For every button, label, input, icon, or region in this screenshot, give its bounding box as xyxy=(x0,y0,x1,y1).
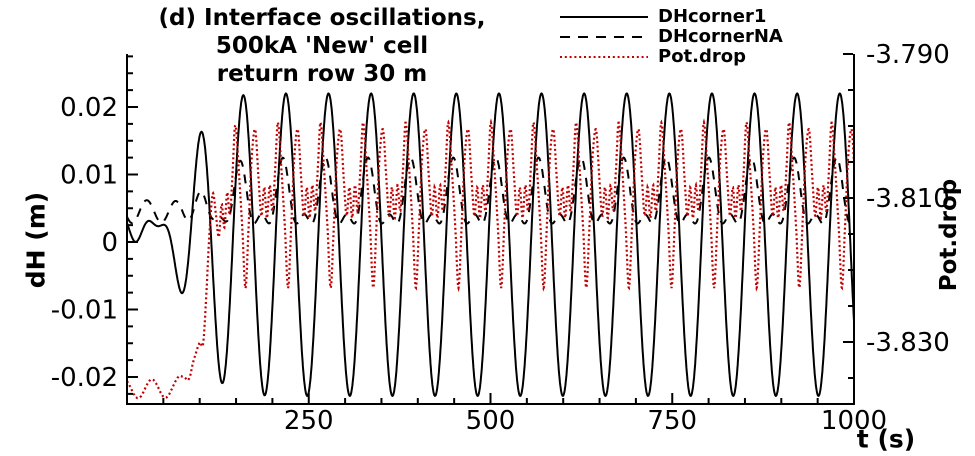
bottom-tick-label: 500 xyxy=(466,406,516,436)
right-axis-title: Pot.drop xyxy=(936,178,962,292)
legend-item: DHcorner1 xyxy=(558,7,783,27)
legend-item: DHcornerNA xyxy=(558,27,783,47)
chart-title-line-3: return row 30 m xyxy=(216,61,428,87)
left-tick-label: 0.01 xyxy=(60,161,118,191)
left-axis-title: dH (m) xyxy=(21,191,51,289)
legend-line-sample-dotted xyxy=(560,56,648,58)
left-tick-label: -0.02 xyxy=(51,363,118,393)
series-line-DHcorner1 xyxy=(128,92,854,398)
right-tick-label: -3.810 xyxy=(866,184,950,214)
bottom-tick-label: 750 xyxy=(647,406,697,436)
left-tick-label: 0.02 xyxy=(60,93,118,123)
series-line-Pot.drop xyxy=(128,118,854,400)
left-tick-label: -0.01 xyxy=(51,296,118,326)
legend-item-label: DHcornerNA xyxy=(658,26,783,47)
bottom-axis-title: t (s) xyxy=(856,424,916,454)
chart-title-line-2: 500kA 'New' cell xyxy=(215,33,429,59)
legend-line-sample-solid xyxy=(560,16,648,18)
right-tick-label: -3.830 xyxy=(866,328,950,358)
legend-item-label: DHcorner1 xyxy=(658,6,767,27)
legend: DHcorner1 DHcornerNA Pot.drop xyxy=(558,7,783,67)
legend-item: Pot.drop xyxy=(558,47,783,67)
bottom-tick-label: 250 xyxy=(284,406,334,436)
right-tick-label: -3.790 xyxy=(866,40,950,70)
legend-line-sample-dashed xyxy=(560,36,648,38)
left-tick-label: 0 xyxy=(101,228,118,258)
chart-title-line-1: (d) Interface oscillations, xyxy=(158,5,486,31)
bottom-tick-label: 1000 xyxy=(821,406,887,436)
chart-title: (d) Interface oscillations, 500kA 'New' … xyxy=(159,4,486,88)
legend-item-label: Pot.drop xyxy=(658,46,747,67)
